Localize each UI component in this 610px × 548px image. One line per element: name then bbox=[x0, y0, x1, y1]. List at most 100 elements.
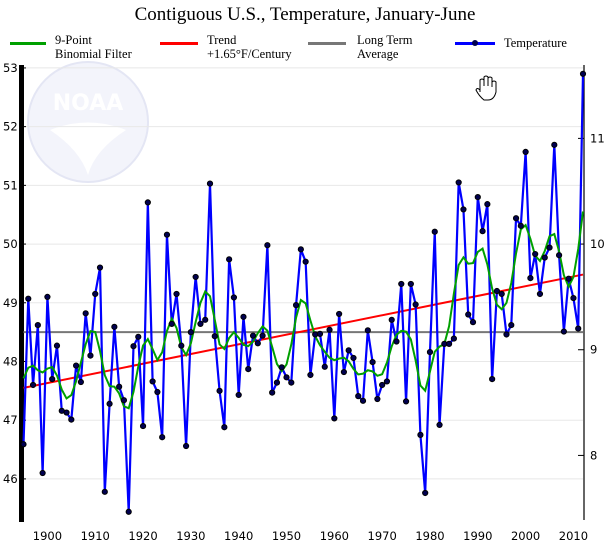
temperature-data-point bbox=[436, 421, 443, 428]
temperature-data-point bbox=[149, 378, 156, 385]
temperature-data-point bbox=[202, 316, 209, 323]
legend-swatch-filter bbox=[10, 42, 46, 45]
temperature-data-point bbox=[374, 395, 381, 403]
temperature-data-point bbox=[206, 180, 214, 187]
noaa-bird-icon bbox=[50, 122, 126, 175]
temperature-data-point bbox=[446, 340, 453, 347]
temperature-data-point bbox=[111, 323, 118, 330]
temperature-data-point bbox=[426, 348, 434, 356]
chart-title: Contiguous U.S., Temperature, January-Ju… bbox=[134, 4, 476, 25]
y-tick-label-left: 52 bbox=[3, 120, 18, 134]
temperature-data-point bbox=[484, 201, 491, 208]
temperature-data-point bbox=[379, 381, 386, 389]
legend-filter-line1: 9-Point bbox=[55, 33, 92, 47]
temperature-data-point bbox=[579, 70, 587, 77]
x-tick-label: 1950 bbox=[272, 529, 301, 543]
temperature-data-point bbox=[431, 228, 438, 235]
temperature-data-point bbox=[398, 280, 405, 288]
legend-average-line1: Long Term bbox=[357, 33, 413, 47]
temperature-data-point bbox=[455, 179, 462, 186]
y-tick-label-right: 9 bbox=[590, 343, 597, 357]
temperature-data-point bbox=[144, 199, 151, 206]
temperature-data-point bbox=[187, 329, 194, 336]
temperature-data-point bbox=[178, 342, 185, 349]
temperature-data-point bbox=[479, 228, 486, 235]
temperature-data-point bbox=[555, 252, 563, 259]
temperature-data-point bbox=[493, 287, 501, 295]
temperature-data-point bbox=[235, 391, 242, 399]
temperature-data-point bbox=[570, 294, 577, 302]
temperature-data-point bbox=[192, 273, 199, 281]
binomial-filter-line bbox=[22, 211, 584, 410]
temperature-data-point bbox=[221, 424, 228, 431]
temperature-data-point bbox=[87, 352, 94, 359]
temperature-data-point bbox=[326, 326, 333, 333]
temperature-data-point bbox=[49, 375, 56, 383]
x-tick-label: 1910 bbox=[81, 529, 110, 543]
temperature-data-point bbox=[407, 280, 414, 288]
temperature-data-point bbox=[216, 387, 223, 394]
temperature-data-point bbox=[417, 431, 424, 438]
temperature-data-point bbox=[469, 319, 477, 326]
temperature-data-point bbox=[498, 290, 505, 298]
x-tick-label: 1970 bbox=[368, 529, 397, 543]
temperature-data-point bbox=[345, 347, 352, 354]
temperature-data-point bbox=[259, 332, 266, 339]
temperature-data-point bbox=[302, 258, 309, 265]
temperature-data-point bbox=[254, 340, 261, 347]
temperature-data-point bbox=[245, 366, 252, 373]
legend-average-line2: Average bbox=[357, 47, 399, 61]
y-tick-label-right: 11 bbox=[590, 131, 605, 145]
temperature-data-point bbox=[560, 328, 567, 335]
temperature-data-point bbox=[422, 489, 429, 497]
x-tick-label: 1900 bbox=[33, 529, 62, 543]
y-tick-label-right: 10 bbox=[590, 237, 605, 251]
y-tick-label-left: 53 bbox=[3, 61, 18, 75]
y-tick-label-left: 49 bbox=[3, 296, 18, 310]
temperature-data-point bbox=[355, 393, 362, 400]
temperature-data-point bbox=[350, 354, 357, 362]
noaa-watermark-logo bbox=[27, 61, 149, 183]
temperature-data-point bbox=[182, 442, 190, 450]
temperature-data-point bbox=[29, 381, 37, 389]
temperature-data-point bbox=[168, 320, 175, 328]
temperature-data-point bbox=[73, 362, 80, 369]
temperature-data-point bbox=[173, 290, 180, 298]
temperature-data-point bbox=[63, 409, 70, 416]
temperature-data-point bbox=[474, 193, 481, 201]
temperature-data-point bbox=[125, 508, 132, 515]
temperature-data-point bbox=[460, 206, 467, 213]
temperature-data-point bbox=[393, 338, 400, 345]
temperature-data-point bbox=[388, 316, 395, 323]
temperature-data-point bbox=[527, 275, 534, 282]
temperature-data-point bbox=[154, 388, 161, 396]
temperature-data-point bbox=[316, 330, 324, 337]
legend-label-temperature: Temperature bbox=[504, 36, 567, 50]
y-tick-label-left: 46 bbox=[3, 472, 18, 486]
temperature-data-point bbox=[92, 290, 99, 298]
temperature-data-point bbox=[340, 368, 347, 376]
legend-label-trend: Trend +1.65°F/Century bbox=[207, 33, 292, 61]
legend-swatch-trend bbox=[160, 42, 198, 45]
temperature-data-point bbox=[269, 389, 276, 396]
x-tick-label: 2000 bbox=[511, 529, 540, 543]
temperature-data-point bbox=[68, 416, 75, 423]
y-tick-label-left: 48 bbox=[3, 354, 18, 368]
y-tick-label-left: 51 bbox=[3, 178, 18, 192]
y-tick-label-right: 8 bbox=[590, 448, 597, 462]
temperature-data-point bbox=[546, 244, 553, 251]
temperature-data-point bbox=[163, 231, 171, 238]
temperature-data-point bbox=[34, 321, 41, 329]
temperature-data-point bbox=[575, 325, 582, 332]
temperature-data-point bbox=[159, 434, 166, 441]
temperature-data-point bbox=[307, 371, 314, 379]
temperature-data-point bbox=[508, 321, 515, 329]
temperature-data-point bbox=[211, 333, 218, 340]
temperature-data-point bbox=[369, 358, 376, 366]
temperature-data-point bbox=[383, 378, 391, 385]
temperature-data-point bbox=[139, 422, 147, 430]
temperature-data-point bbox=[240, 313, 247, 320]
temperature-data-point bbox=[321, 363, 328, 370]
legend-label-average: Long Term Average bbox=[357, 33, 412, 61]
